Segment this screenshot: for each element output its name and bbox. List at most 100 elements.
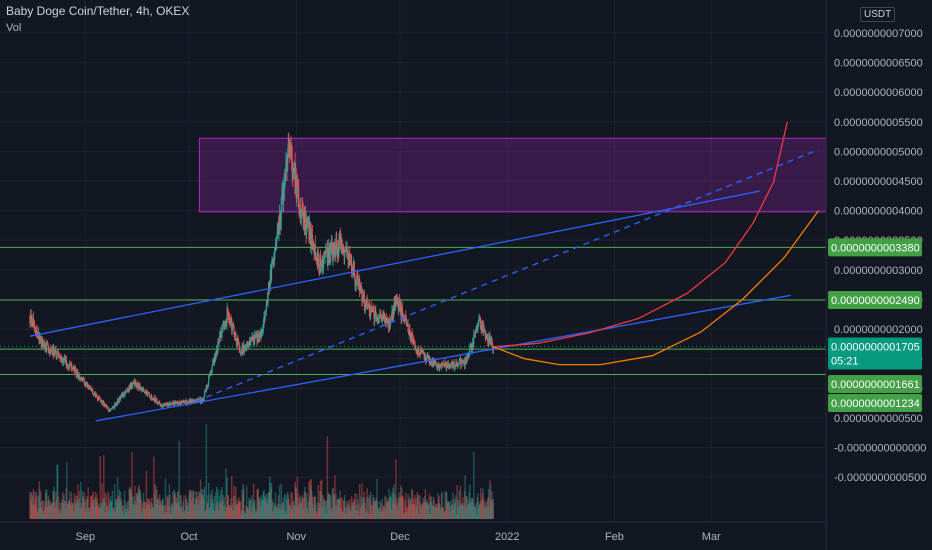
candle-body	[107, 407, 109, 411]
trendlines[interactable]	[29, 149, 819, 422]
volume-bar	[190, 490, 192, 519]
volume-bar	[148, 498, 151, 519]
volume-bar	[156, 499, 159, 519]
volume-bar	[32, 489, 35, 519]
volume-bar	[472, 502, 474, 519]
volume-bar	[105, 501, 107, 519]
volume-bar	[358, 484, 361, 519]
time-axis[interactable]: Sep Oct Nov Dec 2022 Feb Mar	[0, 521, 826, 543]
volume-bar	[356, 493, 358, 519]
volume-bar	[134, 501, 137, 519]
volume-bar	[462, 506, 465, 519]
volume-bar	[191, 491, 193, 519]
candle-body	[485, 334, 488, 336]
horizontal-levels[interactable]	[0, 246, 826, 375]
symbol-title[interactable]: Baby Doge Coin/Tether, 4h, OKEX	[6, 4, 190, 18]
candle-body	[31, 318, 33, 327]
resistance-zone[interactable]	[198, 137, 827, 213]
volume-bar	[337, 498, 340, 519]
volume-bar	[450, 499, 453, 519]
candle-body	[344, 250, 346, 257]
volume-bar	[275, 507, 277, 519]
volume-bar	[335, 506, 338, 519]
candle-body	[276, 230, 278, 237]
volume-bar	[56, 464, 58, 519]
projection-curves[interactable]	[493, 121, 820, 366]
volume-bar	[399, 497, 401, 519]
volume-bar	[430, 496, 432, 519]
candle-body	[279, 214, 281, 225]
volume-bar	[108, 499, 111, 519]
candle-body	[377, 317, 379, 319]
volume-bar	[246, 506, 248, 519]
volume-bar	[363, 497, 365, 519]
volume-bar	[46, 489, 48, 519]
level-badge-3380	[828, 238, 922, 257]
volume-bar	[255, 511, 258, 519]
candle-body	[246, 343, 248, 350]
trendline	[29, 190, 760, 337]
grid	[0, 0, 826, 522]
volume-bar	[273, 509, 275, 519]
candle-body	[261, 330, 263, 332]
volume-bar	[311, 490, 313, 519]
volume-bar	[112, 511, 115, 519]
volume-bar	[302, 498, 304, 519]
volume-bar	[356, 510, 359, 519]
volume-bar	[395, 505, 398, 519]
volume-bar	[119, 491, 122, 519]
volume-bar	[194, 505, 196, 519]
candle-body	[482, 324, 485, 331]
volume-bar	[305, 493, 308, 519]
volume-bar	[146, 498, 149, 519]
volume-bar	[160, 504, 163, 519]
volume-bar	[180, 495, 182, 519]
volume-bar	[144, 509, 146, 519]
volume-bar	[327, 494, 330, 519]
volume-bar	[270, 482, 273, 519]
volume-bar	[97, 503, 100, 519]
volume-bar	[116, 501, 118, 519]
candle-body	[55, 349, 57, 356]
candle-body	[43, 343, 46, 349]
candle-body	[179, 401, 181, 403]
volume-bar	[207, 495, 209, 519]
price-axis[interactable]: 0.0000000007000 0.0000000006500 0.00000000…	[825, 0, 926, 550]
candle-body	[477, 323, 479, 331]
candle-body	[444, 362, 446, 366]
volume-bar	[349, 507, 352, 519]
volume-bar	[197, 505, 199, 519]
candle-body	[355, 282, 357, 285]
candle-body	[207, 384, 209, 387]
candle-body	[89, 387, 92, 390]
volume-bar	[41, 500, 43, 519]
currency-selector[interactable]: USDT	[860, 7, 896, 22]
volume-bar	[419, 495, 421, 519]
volume-bar	[199, 479, 202, 519]
volume-bar	[99, 507, 101, 519]
candle-body	[148, 392, 150, 394]
volume-bar	[443, 512, 445, 519]
x-tick-label: Feb	[605, 531, 624, 543]
volume-bar	[299, 496, 302, 519]
candle-body	[81, 377, 84, 382]
volume-bar	[77, 484, 79, 519]
candle-body	[262, 329, 264, 331]
candle-body	[247, 342, 249, 346]
volume-bar	[452, 508, 455, 519]
volume-bar	[73, 493, 76, 519]
volume-bar	[226, 496, 229, 519]
candle-body	[477, 320, 480, 324]
volume-bar	[402, 495, 404, 519]
volume-bar	[117, 495, 119, 519]
volume-bar	[95, 496, 97, 519]
volume-indicator-label[interactable]: Vol	[6, 22, 22, 34]
candle-body	[156, 398, 158, 404]
candle-body	[281, 192, 283, 199]
candle-body	[144, 392, 146, 393]
volume-bar	[390, 509, 393, 519]
candle-body	[170, 404, 172, 405]
candle-body	[224, 324, 226, 325]
candle-body	[166, 403, 168, 405]
